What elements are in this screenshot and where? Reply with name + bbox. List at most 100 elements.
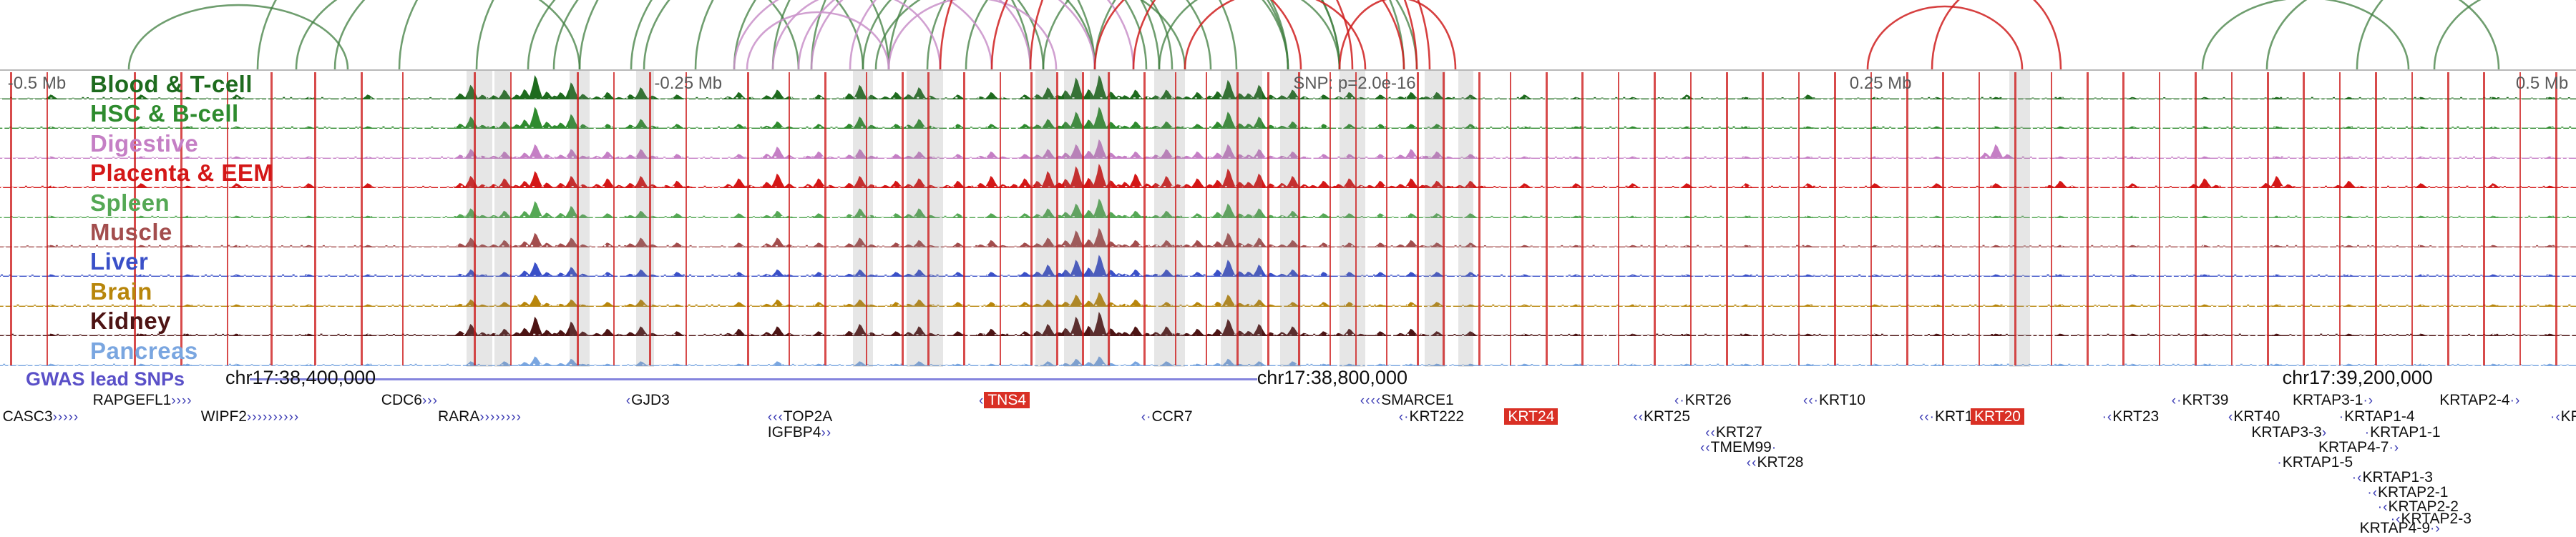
gene-strand-arrows: ·‹ bbox=[2367, 486, 2379, 501]
gene-label-krtap4-7[interactable]: KRTAP4-7·› bbox=[2318, 440, 2399, 456]
snp-position-line bbox=[2087, 72, 2089, 365]
track-label: Muscle bbox=[90, 219, 172, 245]
gene-name: TNS4 bbox=[984, 392, 1030, 408]
snp-position-line bbox=[2519, 72, 2522, 365]
gene-label-wipf2[interactable]: WIPF2›››››››››› bbox=[201, 409, 299, 425]
signal-histogram bbox=[0, 107, 2576, 129]
snp-position-line bbox=[613, 72, 615, 365]
gene-label-gjd3[interactable]: ‹GJD3 bbox=[626, 393, 670, 409]
highlight-region bbox=[2009, 71, 2030, 367]
gene-label-krtap2-4[interactable]: KRTAP2-4·› bbox=[2439, 393, 2520, 409]
gene-label-krtap3-1[interactable]: KRTAP3-1·› bbox=[2293, 393, 2373, 409]
red-interaction-arc bbox=[1866, 5, 2024, 69]
gene-name: KRTAP3-3 bbox=[2251, 424, 2322, 440]
gene-label-cdc6[interactable]: CDC6››› bbox=[381, 393, 438, 409]
gene-label-krt27[interactable]: ‹‹KRT27 bbox=[1705, 425, 1762, 441]
gene-label-krt12[interactable]: ‹‹·KRT12 bbox=[1919, 409, 1981, 425]
green-interaction-arc bbox=[643, 0, 1045, 69]
gene-label-ccr7[interactable]: ‹·CCR7 bbox=[1141, 409, 1193, 425]
gene-label-krtap4-[interactable]: ·‹KRTAP4- bbox=[2550, 409, 2576, 425]
gene-label-krt28[interactable]: ‹‹KRT28 bbox=[1747, 455, 1804, 471]
highlight-region bbox=[1063, 71, 1082, 367]
gene-strand-arrows: ·‹ bbox=[2351, 471, 2363, 486]
gene-label-krtap4-9[interactable]: KRTAP4-9·› bbox=[2360, 521, 2441, 537]
highlight-region bbox=[1458, 71, 1474, 367]
plum-interaction-arc bbox=[887, 0, 1058, 69]
gene-label-krt10[interactable]: ‹‹·KRT10 bbox=[1803, 393, 1865, 409]
red-interaction-arc bbox=[1338, 0, 1457, 69]
gene-strand-arrows: ‹‹ bbox=[1705, 425, 1716, 440]
signal-tracks-panel[interactable]: Blood & T-cell HSC & B-cell Digestive Place… bbox=[0, 69, 2576, 367]
gene-annotation-panel[interactable]: RAPGEFL1›››› CDC6››› ‹GJD3 ‹ TNS4 ‹‹‹‹SMARCE1… bbox=[0, 390, 2576, 536]
green-interaction-arc bbox=[1042, 0, 1289, 69]
green-interaction-arc bbox=[127, 4, 349, 69]
gene-name: KRT23 bbox=[2112, 408, 2160, 425]
gene-label-krt25[interactable]: ‹‹KRT25 bbox=[1633, 409, 1690, 425]
interaction-arcs-panel bbox=[0, 0, 2576, 69]
gene-label-krt39[interactable]: ‹·KRT39 bbox=[2172, 393, 2229, 409]
gene-label-rara[interactable]: RARA›››››››› bbox=[438, 409, 522, 425]
plum-interaction-arc bbox=[797, 0, 1096, 69]
snp-position-line bbox=[1726, 72, 1728, 365]
gene-name: KRTAP4-9 bbox=[2359, 520, 2431, 536]
gene-name: KRT20 bbox=[1971, 408, 2024, 425]
snp-position-line bbox=[1978, 72, 1981, 365]
gene-label-krt20[interactable]: KRT20 bbox=[1971, 408, 2024, 425]
track-row-blood-t-cell[interactable]: Blood & T-cell bbox=[0, 71, 2576, 99]
snp-position-line bbox=[1056, 72, 1058, 365]
gene-label-tns4[interactable]: ‹ TNS4 bbox=[979, 392, 1030, 409]
gene-label-tmem99[interactable]: ‹‹TMEM99· bbox=[1700, 440, 1777, 456]
snp-position-line bbox=[1108, 72, 1110, 365]
highlight-region bbox=[852, 71, 874, 367]
track-row-hsc-b-cell[interactable]: HSC & B-cell bbox=[0, 100, 2576, 129]
gene-label-smarce1[interactable]: ‹‹‹‹SMARCE1 bbox=[1360, 393, 1454, 409]
track-row-digestive[interactable]: Digestive bbox=[0, 130, 2576, 159]
track-row-liver[interactable]: Liver bbox=[0, 248, 2576, 277]
snp-position-line bbox=[902, 72, 904, 365]
gene-label-krt23[interactable]: ·‹KRT23 bbox=[2102, 409, 2160, 425]
gene-label-krt40[interactable]: ‹KRT40 bbox=[2228, 409, 2280, 425]
snp-position-line bbox=[1443, 72, 1445, 365]
snp-position-line bbox=[963, 72, 965, 365]
gene-name: KRT25 bbox=[1644, 408, 1691, 425]
gene-strand-arrows: ‹‹ bbox=[1633, 410, 1644, 425]
gene-label-krtap1-5[interactable]: ·KRTAP1-5 bbox=[2277, 455, 2353, 471]
gene-label-krtap1-4[interactable]: ·KRTAP1-4 bbox=[2339, 409, 2415, 425]
gene-label-top2a[interactable]: ‹‹‹TOP2A bbox=[768, 409, 832, 425]
track-row-kidney[interactable]: Kidney bbox=[0, 307, 2576, 337]
gene-name: KRT12 bbox=[1934, 408, 1981, 425]
snp-position-line bbox=[927, 72, 930, 365]
gene-label-krtap3-3[interactable]: KRTAP3-3› bbox=[2251, 425, 2327, 441]
snp-position-line bbox=[1143, 72, 1146, 365]
snp-position-line bbox=[1870, 72, 1873, 365]
track-row-spleen[interactable]: Spleen bbox=[0, 189, 2576, 218]
gene-label-igfbp4[interactable]: IGFBP4›› bbox=[768, 425, 831, 441]
gene-label-krtap2-1[interactable]: ·‹KRTAP2-1 bbox=[2367, 485, 2448, 501]
gene-strand-arrows: ·‹ bbox=[2550, 410, 2561, 425]
gene-label-krtap1-3[interactable]: ·‹KRTAP1-3 bbox=[2352, 470, 2433, 486]
gene-strand-arrows: ·‹ bbox=[2390, 512, 2401, 527]
gene-name: KRTAP2-3 bbox=[2401, 511, 2472, 527]
track-label: Spleen bbox=[90, 189, 170, 216]
gene-name: KRT24 bbox=[1504, 408, 1558, 425]
gene-strand-arrows: ‹· bbox=[1398, 410, 1410, 425]
interaction-arcs bbox=[127, 0, 2576, 69]
gene-label-krt222[interactable]: ‹·KRT222 bbox=[1399, 409, 1464, 425]
ruler-label: 0.25 Mb bbox=[1849, 74, 1912, 93]
gene-name: SMARCE1 bbox=[1381, 392, 1454, 408]
track-row-brain[interactable]: Brain bbox=[0, 278, 2576, 307]
track-row-muscle[interactable]: Muscle bbox=[0, 219, 2576, 247]
gene-strand-arrows: ·‹ bbox=[2377, 500, 2389, 515]
gene-label-casc3[interactable]: CASC3››››› bbox=[3, 409, 79, 425]
gene-label-krt24[interactable]: KRT24 bbox=[1504, 408, 1558, 425]
gene-label-krtap1-1[interactable]: ·KRTAP1-1 bbox=[2365, 425, 2441, 441]
track-row-placenta-eem[interactable]: Placenta & EEM bbox=[0, 159, 2576, 189]
plum-interaction-arc bbox=[733, 0, 993, 69]
gene-label-rapgefl1[interactable]: RAPGEFL1›››› bbox=[93, 393, 192, 409]
gene-label-krt26[interactable]: ‹·KRT26 bbox=[1674, 393, 1732, 409]
track-row-pancreas[interactable]: Pancreas bbox=[0, 338, 2576, 366]
gene-strand-arrows: ‹· bbox=[1141, 410, 1152, 425]
gene-label-krtap2-2[interactable]: ·‹KRTAP2-2 bbox=[2378, 499, 2459, 516]
gene-label-krtap2-3[interactable]: ·‹KRTAP2-3 bbox=[2391, 511, 2472, 528]
signal-histogram bbox=[0, 227, 2576, 247]
